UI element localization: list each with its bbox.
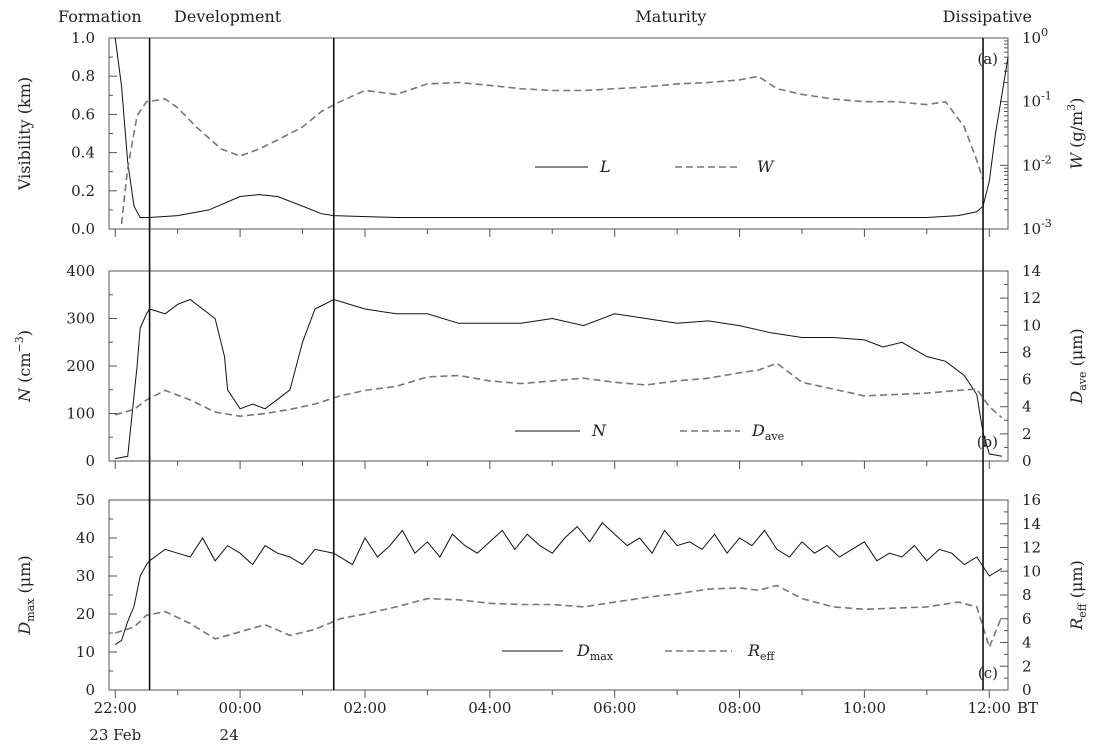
x-tick-label: 22:00 — [94, 699, 137, 717]
left-tick-label: 0.8 — [71, 67, 95, 85]
left-tick-label: 0 — [85, 452, 95, 470]
left-axis-label: Dmax (μm) — [15, 555, 37, 635]
x-axis: 22:00 00:00 02:00 04:00 06:00 08:00 10:00 12:00… — [89, 699, 1038, 744]
stage-label: Development — [174, 7, 282, 26]
right-axis-label: Dave (μm) — [1067, 328, 1089, 404]
right-tick-label: 10-2 — [1022, 153, 1052, 174]
right-axis-label: W (g/m3) — [1065, 98, 1086, 170]
stage-label: Formation — [58, 7, 142, 26]
right-tick-label: 6 — [1022, 610, 1032, 628]
legend-label: Reff — [747, 641, 776, 663]
right-tick-label: 12 — [1022, 289, 1041, 307]
legend-label: Dave — [751, 421, 784, 443]
series-dave-line — [114, 362, 1003, 419]
stage-label: Dissipative — [943, 7, 1032, 26]
right-tick-label: 14 — [1022, 515, 1041, 533]
panel-frame — [108, 499, 1009, 691]
stage-labels: Formation Development Maturity Dissipative — [58, 7, 1032, 26]
right-tick-label: 0 — [1022, 452, 1032, 470]
left-tick-label: 200 — [66, 357, 95, 375]
series-dmax-line — [114, 522, 1003, 645]
right-tick-label: 4 — [1022, 398, 1032, 416]
x-tick-label: 02:00 — [343, 699, 386, 717]
right-tick-label: 8 — [1022, 586, 1032, 604]
left-tick-label: 0.2 — [71, 182, 95, 200]
x-date-label: 23 Feb — [89, 726, 141, 744]
right-tick-label: 2 — [1022, 425, 1032, 443]
series-reff-line — [114, 584, 1003, 650]
panel-frame — [108, 270, 1009, 462]
right-tick-label: 8 — [1022, 343, 1032, 361]
left-axis-label: N (cm−3) — [13, 330, 34, 403]
panel-tag: (b) — [977, 433, 998, 451]
left-tick-label: 1.0 — [71, 29, 95, 47]
left-axis-label: Visibility (km) — [15, 77, 34, 191]
left-tick-label: 0.4 — [71, 144, 95, 162]
x-tick-label: 12:00 — [968, 699, 1011, 717]
left-tick-label: 40 — [76, 529, 95, 547]
x-tick-label: 06:00 — [593, 699, 636, 717]
panel-c: 0 10 20 30 40 50 0 2 4 6 8 10 12 14 16 Dmax (μm) Reff (μ… — [15, 491, 1089, 699]
x-tick-label: 04:00 — [468, 699, 511, 717]
right-tick-label: 10-1 — [1022, 90, 1052, 111]
series-n-line — [115, 298, 1002, 460]
left-tick-label: 20 — [76, 605, 95, 623]
left-tick-label: 400 — [66, 262, 95, 280]
legend-label: L — [599, 157, 611, 176]
right-tick-label: 14 — [1022, 262, 1041, 280]
panel-a: 0.0 0.2 0.4 0.6 0.8 1.0 10-3 10-2 10-1 100 Visibil… — [15, 26, 1086, 238]
left-tick-label: 300 — [66, 310, 95, 328]
x-tick-label: 10:00 — [843, 699, 886, 717]
series-w-line — [120, 75, 984, 225]
right-tick-label: 10-3 — [1022, 217, 1052, 238]
left-tick-label: 0.6 — [71, 105, 95, 123]
right-tick-label: 4 — [1022, 634, 1032, 652]
left-tick-label: 50 — [76, 491, 95, 509]
right-tick-label: 0 — [1022, 681, 1032, 699]
panel-b: 0 100 200 300 400 0 2 4 6 8 10 12 14 N (cm−3) Dave (μm… — [13, 262, 1089, 470]
left-tick-label: 0 — [85, 681, 95, 699]
left-tick-label: 0.0 — [71, 220, 95, 238]
right-tick-label: 10 — [1022, 316, 1041, 334]
left-tick-label: 30 — [76, 567, 95, 585]
legend-label: W — [757, 157, 775, 176]
panels: 0.00.20.40.60.81.010-310-210-1100Visibil… — [13, 26, 1089, 699]
right-tick-label: 10 — [1022, 562, 1041, 580]
panel-tag: (a) — [977, 50, 998, 68]
right-tick-label: 2 — [1022, 657, 1032, 675]
panel-tag: (c) — [978, 664, 998, 682]
left-tick-label: 100 — [66, 405, 95, 423]
x-tick-label: 08:00 — [718, 699, 761, 717]
stage-label: Maturity — [635, 7, 706, 26]
panel-frame — [108, 37, 1009, 230]
right-tick-label: 100 — [1022, 26, 1048, 47]
right-axis-label: Reff (μm) — [1067, 560, 1089, 631]
x-date-label: 24 — [220, 726, 239, 744]
right-tick-label: 16 — [1022, 491, 1041, 509]
x-tick-label: 00:00 — [218, 699, 261, 717]
legend-label: Dmax — [576, 641, 614, 663]
series-l-line — [114, 37, 1009, 218]
left-tick-label: 10 — [76, 643, 95, 661]
right-tick-label: 12 — [1022, 539, 1041, 557]
legend-label: N — [591, 421, 607, 440]
stage-boundary-lines — [148, 38, 984, 690]
x-unit-label: BT — [1017, 699, 1038, 717]
right-tick-label: 6 — [1022, 371, 1032, 389]
